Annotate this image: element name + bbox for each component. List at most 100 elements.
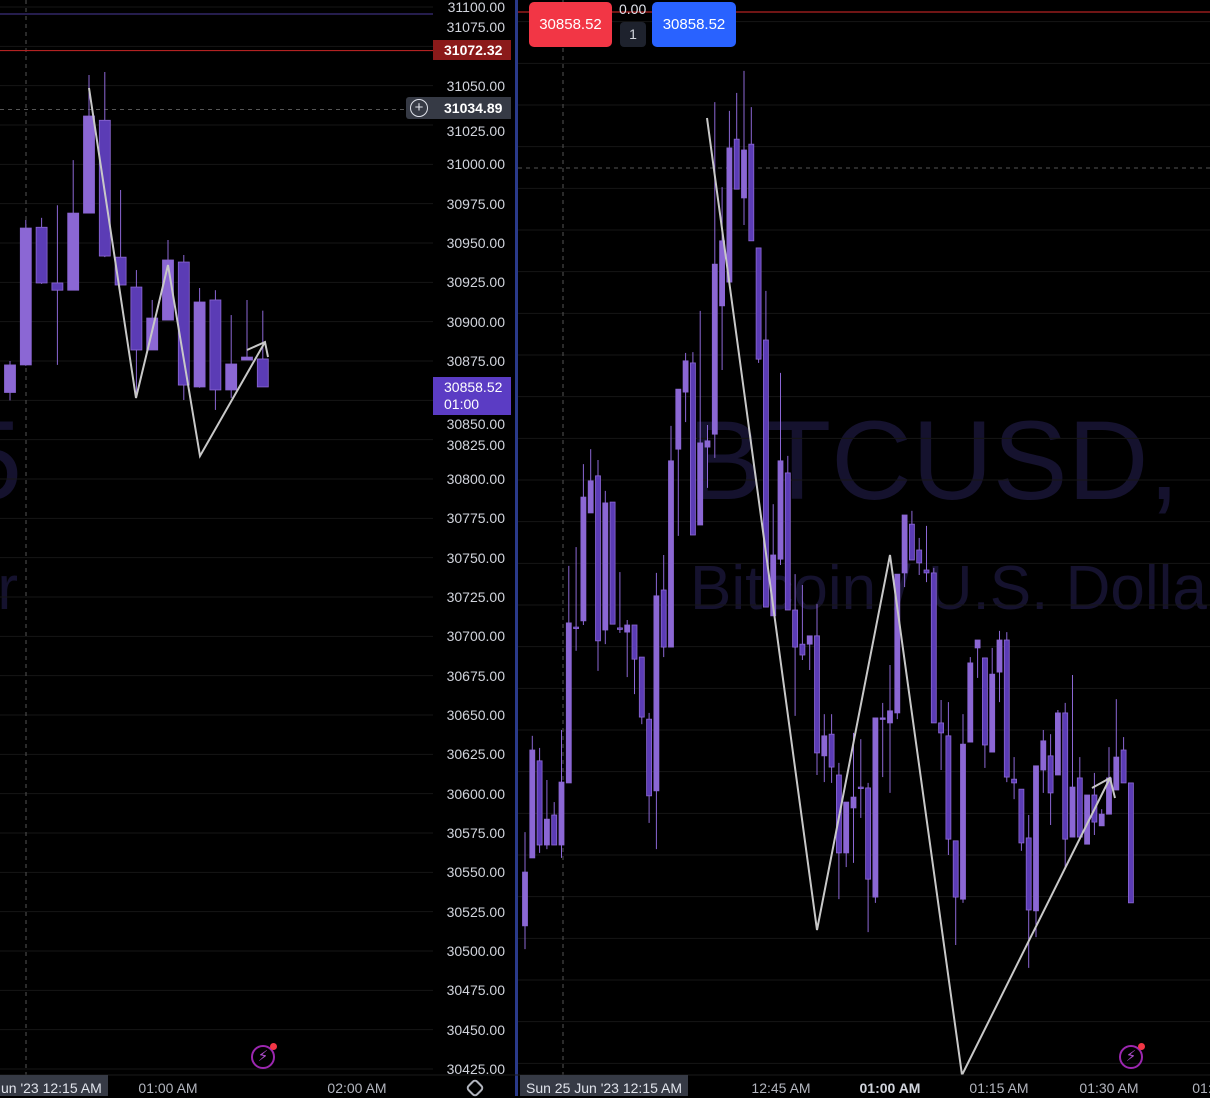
candle[interactable] <box>799 585 806 660</box>
candle[interactable] <box>704 425 711 488</box>
candle[interactable] <box>901 514 908 588</box>
candle[interactable] <box>967 657 974 743</box>
candle[interactable] <box>646 712 652 823</box>
candle[interactable] <box>792 574 798 716</box>
candle[interactable] <box>697 310 704 526</box>
candle[interactable] <box>1018 788 1025 851</box>
candle[interactable] <box>551 802 558 846</box>
zigzag-drawing[interactable] <box>88 87 266 459</box>
add-alert-button[interactable]: + <box>406 97 433 119</box>
candle[interactable] <box>638 656 645 725</box>
sell-button[interactable]: 30858.52 <box>529 2 612 47</box>
candle[interactable] <box>1076 757 1083 838</box>
candle[interactable] <box>996 630 1003 703</box>
candle[interactable] <box>733 92 740 190</box>
candle[interactable] <box>114 189 127 286</box>
alert-price-badge[interactable]: 31072.32 <box>433 40 511 60</box>
candle[interactable] <box>1047 734 1054 825</box>
candle[interactable] <box>1128 782 1134 904</box>
candle[interactable] <box>544 780 550 850</box>
candle[interactable] <box>879 702 886 778</box>
candle[interactable] <box>909 510 915 561</box>
candle[interactable] <box>225 315 238 398</box>
candle[interactable] <box>755 247 762 363</box>
candle[interactable] <box>83 74 95 214</box>
candle[interactable] <box>682 352 689 423</box>
candle[interactable] <box>653 572 660 850</box>
candle[interactable] <box>777 372 784 565</box>
lightning-icon[interactable]: ⚡︎ <box>251 1043 277 1069</box>
candle[interactable] <box>711 102 718 458</box>
quantity-field[interactable]: 1 <box>620 22 646 47</box>
candle[interactable] <box>573 547 579 651</box>
candle[interactable] <box>595 460 601 671</box>
candle[interactable] <box>690 352 696 536</box>
candle[interactable] <box>602 490 609 645</box>
candle[interactable] <box>587 449 594 514</box>
candle[interactable] <box>982 657 988 768</box>
candle[interactable] <box>887 665 893 793</box>
candle[interactable] <box>67 160 80 291</box>
candle[interactable] <box>894 573 901 720</box>
candle[interactable] <box>1113 699 1120 791</box>
candle[interactable] <box>952 840 959 945</box>
candle[interactable] <box>748 107 755 242</box>
candle[interactable] <box>1040 730 1047 793</box>
candle[interactable] <box>256 310 269 388</box>
candle[interactable] <box>580 464 587 625</box>
candle[interactable] <box>1069 675 1076 838</box>
candle[interactable] <box>609 501 616 625</box>
candle[interactable] <box>806 635 813 670</box>
candle[interactable] <box>989 647 996 753</box>
candle[interactable] <box>19 220 32 366</box>
candle[interactable] <box>193 287 206 388</box>
lightning-icon[interactable]: ⚡︎ <box>1119 1043 1145 1069</box>
candle[interactable] <box>857 739 864 818</box>
candle[interactable] <box>719 187 725 370</box>
candle[interactable] <box>741 70 747 225</box>
candle[interactable] <box>529 735 536 859</box>
candle[interactable] <box>617 572 623 633</box>
candle[interactable] <box>1033 765 1039 938</box>
candle[interactable] <box>1055 710 1061 776</box>
candle[interactable] <box>536 747 543 853</box>
candle[interactable] <box>1098 809 1105 827</box>
candle[interactable] <box>872 717 879 903</box>
candle[interactable] <box>960 714 966 903</box>
zigzag-drawing[interactable] <box>706 117 1111 1075</box>
candle[interactable] <box>522 832 528 950</box>
candle[interactable] <box>930 567 937 724</box>
candle[interactable] <box>865 782 871 933</box>
buy-button[interactable]: 30858.52 <box>652 2 736 47</box>
candle[interactable] <box>916 537 923 575</box>
price-axis[interactable]: 31100.00 31075.00 31050.00 31025.00 31000.00… <box>433 0 515 1077</box>
candle[interactable] <box>35 217 48 284</box>
candle[interactable] <box>668 425 674 648</box>
candle[interactable] <box>1011 757 1017 800</box>
candle[interactable] <box>945 702 952 855</box>
candle[interactable] <box>241 299 253 361</box>
candle[interactable] <box>130 270 143 395</box>
candle[interactable] <box>624 620 631 678</box>
candle[interactable] <box>784 455 791 611</box>
candle[interactable] <box>4 361 16 401</box>
candle[interactable] <box>726 110 733 283</box>
candle[interactable] <box>923 525 930 583</box>
candle[interactable] <box>631 624 638 695</box>
candle[interactable] <box>565 565 572 784</box>
candle[interactable] <box>814 604 820 775</box>
candle[interactable] <box>209 290 222 410</box>
candle[interactable] <box>1003 632 1010 783</box>
candle[interactable] <box>843 801 850 868</box>
candle[interactable] <box>1120 737 1127 784</box>
candle[interactable] <box>850 732 857 863</box>
candle[interactable] <box>1062 702 1069 868</box>
candle[interactable] <box>558 730 565 858</box>
candle[interactable] <box>828 714 835 783</box>
candle[interactable] <box>974 639 981 678</box>
candle[interactable] <box>51 205 64 365</box>
candle[interactable] <box>821 714 828 783</box>
candle[interactable] <box>675 388 682 536</box>
candle[interactable] <box>938 700 944 770</box>
